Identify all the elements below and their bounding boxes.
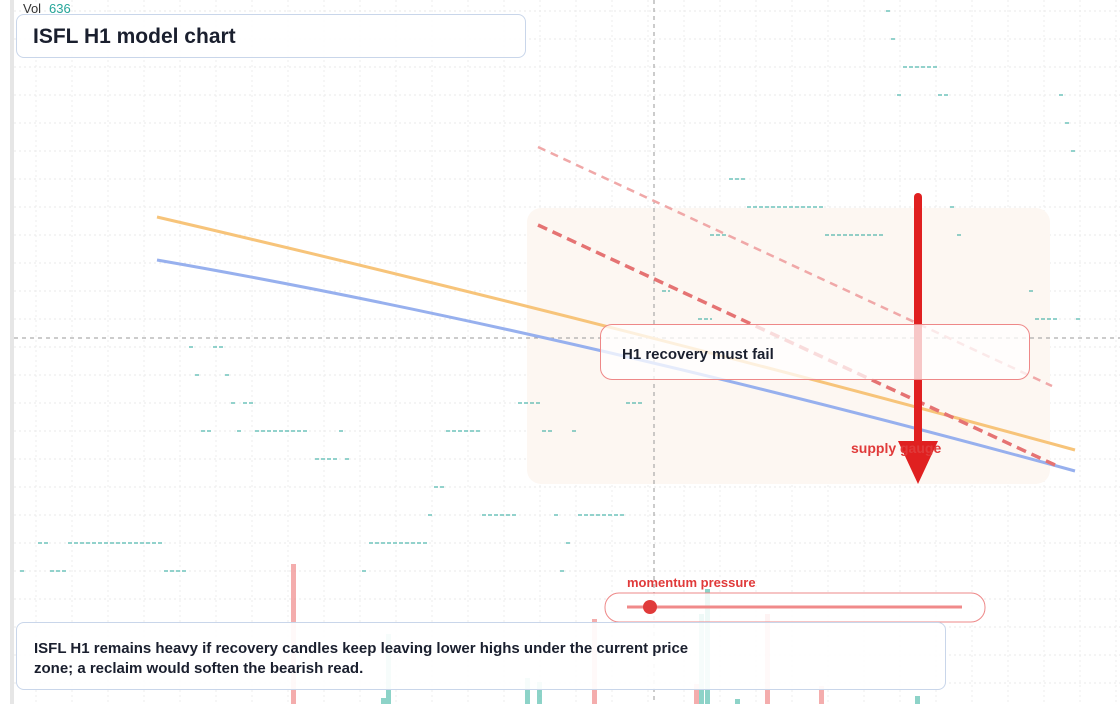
slider-knob[interactable] xyxy=(643,600,657,614)
vol-value: 636 xyxy=(49,1,71,16)
volume-bar xyxy=(915,696,920,704)
moving-average-fast xyxy=(156,258,1076,473)
callout-box: H1 recovery must fail xyxy=(600,324,1030,380)
callout: H1 recovery must fail xyxy=(622,346,774,363)
note: ISFL H1 remains heavy if recovery candle… xyxy=(34,640,689,677)
volume-bar xyxy=(381,698,386,704)
volume-bar xyxy=(537,682,542,704)
volume-bar xyxy=(735,699,740,704)
down-arrow-head xyxy=(898,441,938,484)
volume-bar xyxy=(694,684,699,704)
title: ISFL H1 model chart xyxy=(33,25,236,48)
volume-bar xyxy=(525,678,530,704)
price-marks xyxy=(20,10,1082,572)
note-box: ISFL H1 remains heavy if recovery candle… xyxy=(16,622,946,690)
zone-label: supply gauge xyxy=(851,440,941,456)
volume-bar xyxy=(819,686,824,704)
vol-label: Vol xyxy=(23,1,41,16)
title-box: ISFL H1 model chart xyxy=(16,14,526,58)
left-rail xyxy=(10,0,14,704)
slider-label: momentum pressure xyxy=(627,575,756,590)
trend-line-upper xyxy=(537,145,1053,388)
